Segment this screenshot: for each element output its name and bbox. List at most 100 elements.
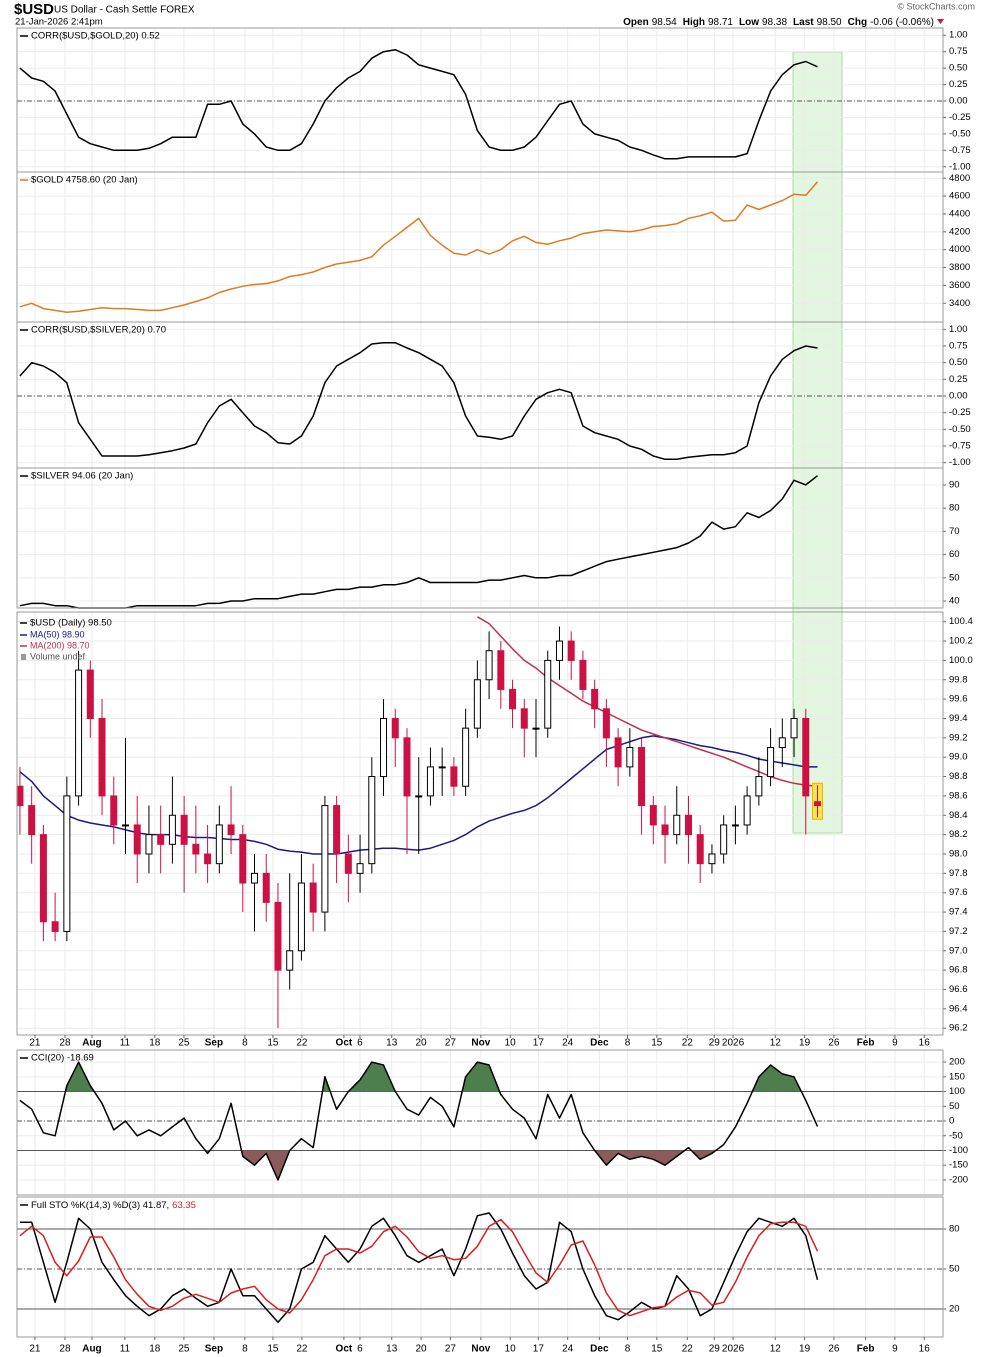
candle-body <box>145 834 153 855</box>
y-tick-label: 90 <box>949 479 960 490</box>
quote-label: Low <box>739 17 759 28</box>
x-tick-label: 26 <box>828 1038 840 1049</box>
y-tick-label: 96.8 <box>949 965 968 976</box>
y-tick-label: 98.2 <box>949 829 968 840</box>
y-tick-label: 0.50 <box>949 357 968 368</box>
x-tick-label: 27 <box>445 1344 457 1355</box>
x-tick-label: Sep <box>205 1038 223 1049</box>
quote: Open 98.54 High 98.71 Low 98.38 Last 98.50 Chg -0… <box>623 17 934 28</box>
x-tick-label: 2026 <box>722 1038 745 1049</box>
x-tick-label: 10 <box>505 1038 517 1049</box>
candle-body <box>579 659 587 690</box>
legend-entry: MA(200) 98.70 <box>30 640 90 650</box>
line-series <box>19 181 819 313</box>
x-tick-label: 15 <box>651 1038 663 1049</box>
line-series <box>477 616 818 787</box>
y-tick-label: 97.0 <box>949 945 968 956</box>
candle-body <box>133 824 141 855</box>
candle-body <box>262 872 270 903</box>
y-tick-label: 80 <box>949 503 960 514</box>
y-tick-label: 4400 <box>949 208 970 219</box>
candle-body <box>28 805 36 836</box>
candle-body <box>602 708 610 739</box>
x-tick-label: 24 <box>562 1038 574 1049</box>
x-tick-label: 8 <box>625 1038 631 1049</box>
x-tick-label: 18 <box>149 1038 161 1049</box>
y-tick-label: 97.8 <box>949 868 968 879</box>
y-tick-label: 4800 <box>949 173 970 184</box>
y-tick-label: 98.4 <box>949 810 968 821</box>
quote-value: 98.38 <box>762 17 787 28</box>
x-tick-label: Aug <box>82 1038 101 1049</box>
y-tick-label: 20 <box>949 1304 960 1315</box>
candle-body <box>380 717 388 778</box>
candle-body <box>673 814 681 836</box>
quote-value: 98.71 <box>708 17 733 28</box>
x-tick-label: 11 <box>120 1344 131 1355</box>
x-tick-label: 8 <box>625 1344 631 1355</box>
quote-label: High <box>683 17 705 28</box>
panel-frame <box>16 611 944 1036</box>
x-tick-label: Feb <box>857 1344 875 1355</box>
y-tick-label: 98.8 <box>949 771 968 782</box>
x-tick-label: 20 <box>415 1344 427 1355</box>
candle-body <box>98 717 106 797</box>
candle-body <box>51 921 59 932</box>
candle-body <box>215 824 223 865</box>
y-tick-label: 4000 <box>949 244 970 255</box>
x-tick-label: 29 <box>709 1344 721 1355</box>
candle-body <box>555 640 563 661</box>
y-tick-label: 4600 <box>949 191 970 202</box>
candle-body <box>415 795 423 798</box>
y-tick-label: -0.75 <box>949 441 971 452</box>
candle-body <box>614 737 622 768</box>
x-tick-label: 2026 <box>722 1344 745 1355</box>
y-tick-label: -1.00 <box>949 457 971 468</box>
x-tick-label: Aug <box>82 1344 101 1355</box>
panel-frame <box>16 1049 944 1196</box>
y-tick-label: 70 <box>949 526 960 537</box>
x-tick-label: 22 <box>296 1038 308 1049</box>
x-tick-label: 10 <box>505 1344 517 1355</box>
y-tick-label: 150 <box>949 1071 965 1082</box>
line-series <box>19 1061 819 1181</box>
candle-body <box>251 872 259 884</box>
x-tick-label: 22 <box>682 1344 694 1355</box>
y-tick-label: 99.4 <box>949 713 968 724</box>
y-tick-label: 97.4 <box>949 907 968 918</box>
x-tick-label: 12 <box>770 1038 782 1049</box>
x-tick-label: 22 <box>296 1344 308 1355</box>
y-tick-label: 3600 <box>949 280 970 291</box>
panel-frame <box>16 1196 944 1338</box>
y-tick-label: 40 <box>949 596 960 607</box>
y-tick-label: 0.75 <box>949 46 968 57</box>
candle-body <box>204 853 212 865</box>
candle-body <box>180 814 188 845</box>
y-tick-label: 1.00 <box>949 30 968 41</box>
candle-body <box>661 824 669 836</box>
date: 21-Jan-2026 2:41pm <box>15 17 103 28</box>
candle-body <box>520 708 528 729</box>
y-tick-label: 0.25 <box>949 79 968 90</box>
candle-body <box>731 824 739 827</box>
x-tick-label: Dec <box>590 1344 609 1355</box>
y-tick-label: 50 <box>949 1101 960 1112</box>
y-tick-label: 100 <box>949 1086 965 1097</box>
x-tick-label: 6 <box>357 1344 363 1355</box>
y-tick-label: 96.2 <box>949 1023 968 1034</box>
candle-body <box>450 766 458 787</box>
candle-body <box>532 727 540 730</box>
x-tick-label: 9 <box>892 1344 898 1355</box>
x-tick-label: Feb <box>857 1038 875 1049</box>
y-tick-label: 0.00 <box>949 391 968 402</box>
candle-body <box>227 824 235 836</box>
x-tick-label: Oct <box>336 1344 353 1355</box>
y-tick-label: -150 <box>949 1160 968 1171</box>
candle-body <box>274 901 282 971</box>
y-tick-label: 0 <box>949 1116 954 1127</box>
candle-body <box>638 747 646 807</box>
candle-body <box>110 795 118 826</box>
candle-body <box>696 834 704 865</box>
panel-title: $SILVER 94.06 (20 Jan) <box>31 471 133 482</box>
symbol: $USD <box>14 1 54 18</box>
